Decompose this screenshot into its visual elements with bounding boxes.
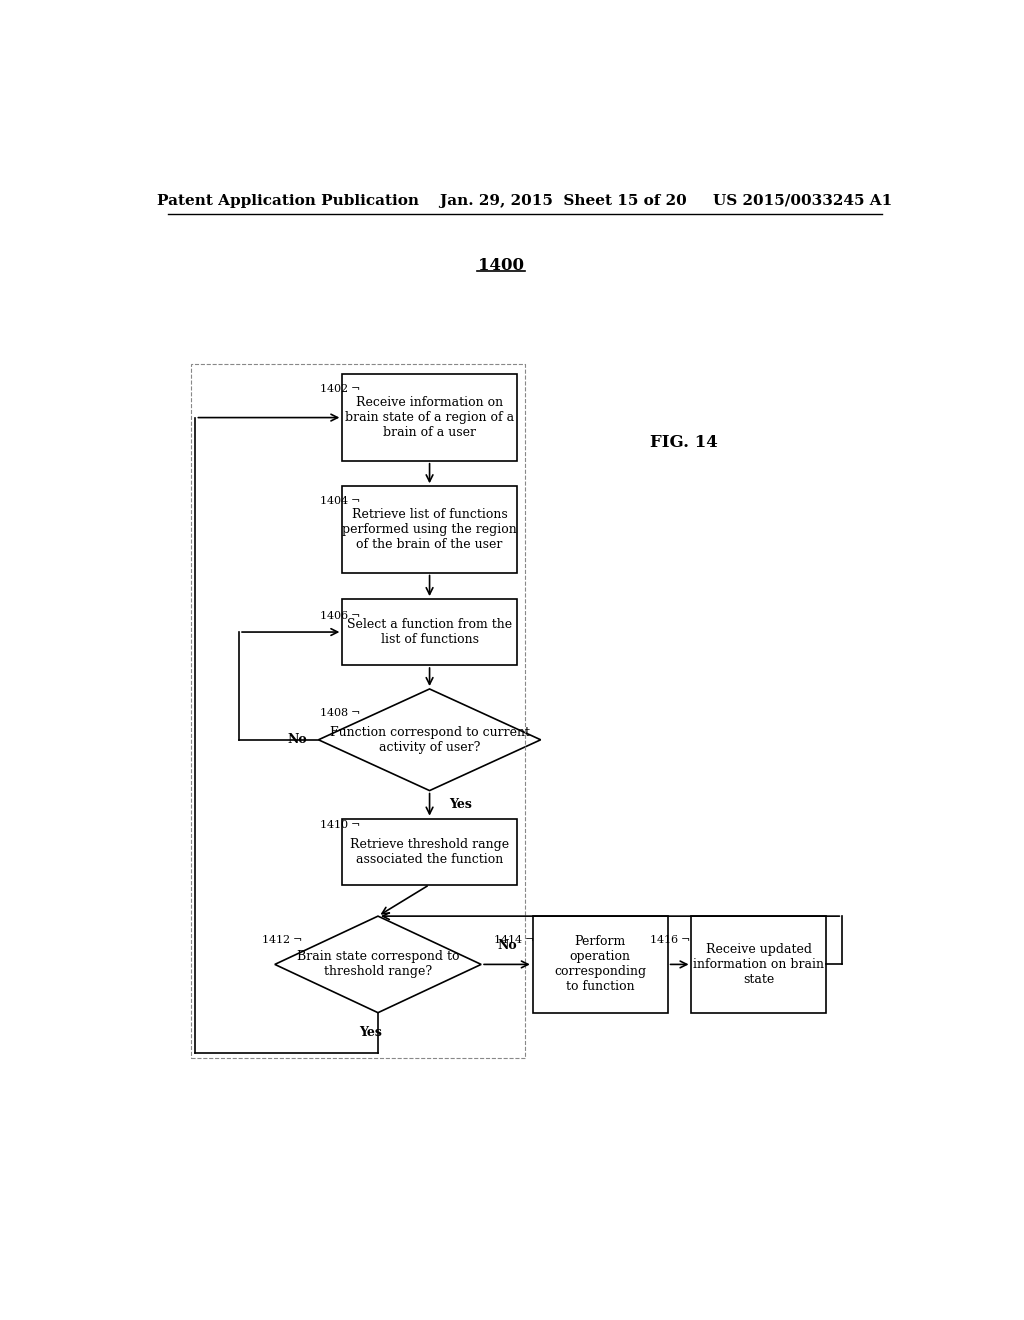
FancyBboxPatch shape: [532, 916, 668, 1012]
Text: 1400: 1400: [478, 256, 524, 273]
Text: Receive information on
brain state of a region of a
brain of a user: Receive information on brain state of a …: [345, 396, 514, 440]
Text: Receive updated
information on brain
state: Receive updated information on brain sta…: [693, 942, 824, 986]
Text: Yes: Yes: [450, 799, 472, 810]
Text: Brain state correspond to
threshold range?: Brain state correspond to threshold rang…: [297, 950, 459, 978]
Text: Retrieve list of functions
performed using the region
of the brain of the user: Retrieve list of functions performed usi…: [342, 508, 517, 550]
FancyBboxPatch shape: [342, 818, 517, 884]
Text: Select a function from the
list of functions: Select a function from the list of funct…: [347, 618, 512, 645]
Text: 1414 $\neg$: 1414 $\neg$: [494, 933, 536, 945]
Text: 1408 $\neg$: 1408 $\neg$: [318, 706, 360, 718]
Text: No: No: [287, 734, 306, 746]
Text: 1404 $\neg$: 1404 $\neg$: [318, 494, 360, 506]
Text: Patent Application Publication    Jan. 29, 2015  Sheet 15 of 20     US 2015/0033: Patent Application Publication Jan. 29, …: [157, 194, 893, 209]
Text: FIG. 14: FIG. 14: [649, 434, 718, 451]
FancyBboxPatch shape: [342, 599, 517, 665]
FancyBboxPatch shape: [342, 375, 517, 461]
Text: 1410 $\neg$: 1410 $\neg$: [318, 818, 360, 830]
Text: Yes: Yes: [358, 1026, 382, 1039]
FancyBboxPatch shape: [691, 916, 826, 1012]
Text: 1412 $\neg$: 1412 $\neg$: [261, 933, 303, 945]
Text: No: No: [497, 940, 517, 952]
FancyBboxPatch shape: [342, 486, 517, 573]
Polygon shape: [274, 916, 481, 1012]
Text: Perform
operation
corresponding
to function: Perform operation corresponding to funct…: [554, 936, 646, 994]
Polygon shape: [318, 689, 541, 791]
Text: Retrieve threshold range
associated the function: Retrieve threshold range associated the …: [350, 838, 509, 866]
Text: 1406 $\neg$: 1406 $\neg$: [318, 609, 360, 620]
Text: Function correspond to current
activity of user?: Function correspond to current activity …: [330, 726, 529, 754]
Text: 1402 $\neg$: 1402 $\neg$: [318, 381, 360, 395]
Text: 1416 $\neg$: 1416 $\neg$: [649, 933, 691, 945]
